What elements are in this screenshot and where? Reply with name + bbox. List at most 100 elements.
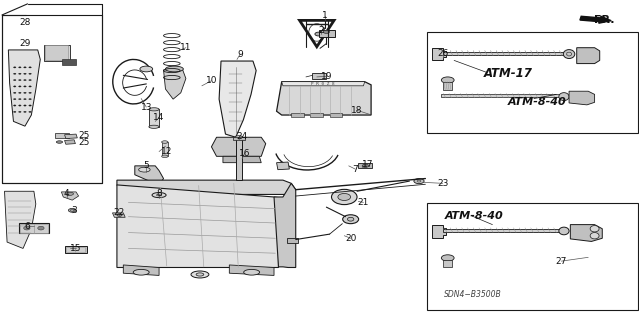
Text: 10: 10 <box>205 76 217 85</box>
Ellipse shape <box>24 86 26 87</box>
Ellipse shape <box>19 111 21 113</box>
Polygon shape <box>61 192 79 200</box>
Polygon shape <box>113 213 125 217</box>
Bar <box>443 229 563 232</box>
Text: ATM-8-40: ATM-8-40 <box>508 97 566 107</box>
Text: 16: 16 <box>239 149 250 158</box>
Ellipse shape <box>24 105 26 106</box>
Polygon shape <box>135 166 164 185</box>
Polygon shape <box>276 82 371 115</box>
Text: 11: 11 <box>180 43 191 52</box>
Ellipse shape <box>24 226 30 230</box>
Ellipse shape <box>13 92 16 93</box>
Ellipse shape <box>442 255 454 261</box>
Bar <box>66 247 76 252</box>
Ellipse shape <box>13 79 16 81</box>
Text: 21: 21 <box>358 198 369 207</box>
Ellipse shape <box>563 50 575 58</box>
Polygon shape <box>233 137 244 140</box>
Polygon shape <box>274 183 296 268</box>
Ellipse shape <box>38 226 44 230</box>
Text: ATM-8-40: ATM-8-40 <box>445 211 504 221</box>
Ellipse shape <box>244 269 260 275</box>
Text: 9: 9 <box>237 49 243 59</box>
Text: 25: 25 <box>78 131 90 140</box>
Bar <box>312 73 326 79</box>
Polygon shape <box>219 61 256 137</box>
Ellipse shape <box>139 167 150 172</box>
Ellipse shape <box>338 194 351 200</box>
Ellipse shape <box>56 141 63 143</box>
Ellipse shape <box>19 79 21 81</box>
Ellipse shape <box>442 77 454 83</box>
Bar <box>45 45 68 60</box>
Ellipse shape <box>117 214 122 216</box>
Ellipse shape <box>362 164 369 167</box>
Polygon shape <box>65 134 77 138</box>
Ellipse shape <box>348 217 354 221</box>
Ellipse shape <box>24 67 26 68</box>
Ellipse shape <box>149 125 159 128</box>
Ellipse shape <box>13 86 16 87</box>
Ellipse shape <box>29 92 31 93</box>
Bar <box>20 224 34 233</box>
Ellipse shape <box>13 73 16 74</box>
Ellipse shape <box>13 67 16 68</box>
Ellipse shape <box>24 111 26 113</box>
Ellipse shape <box>24 79 26 81</box>
Bar <box>319 30 335 37</box>
Ellipse shape <box>315 32 323 36</box>
Bar <box>310 114 323 117</box>
Bar <box>443 260 452 268</box>
Text: 6: 6 <box>25 222 30 231</box>
Text: 4: 4 <box>63 189 69 198</box>
Ellipse shape <box>29 105 31 106</box>
Text: 18: 18 <box>351 106 363 115</box>
Text: FR.: FR. <box>594 15 614 26</box>
Ellipse shape <box>19 86 21 87</box>
Polygon shape <box>211 137 266 156</box>
Bar <box>76 247 85 252</box>
Ellipse shape <box>162 141 168 143</box>
Polygon shape <box>432 48 447 60</box>
Polygon shape <box>124 265 159 275</box>
Text: 15: 15 <box>70 244 82 253</box>
Polygon shape <box>8 50 40 126</box>
Ellipse shape <box>66 192 74 196</box>
Ellipse shape <box>29 111 31 113</box>
Polygon shape <box>569 91 595 105</box>
FancyArrow shape <box>580 16 611 23</box>
Bar <box>330 114 342 117</box>
Ellipse shape <box>13 99 16 100</box>
Text: 28: 28 <box>19 18 31 27</box>
Ellipse shape <box>559 93 569 100</box>
Polygon shape <box>117 180 296 195</box>
Polygon shape <box>65 140 76 144</box>
Ellipse shape <box>24 92 26 93</box>
Text: 17: 17 <box>362 160 374 169</box>
Bar <box>44 45 70 61</box>
Polygon shape <box>577 48 600 63</box>
Bar <box>62 59 76 65</box>
Text: 23: 23 <box>437 179 448 188</box>
Ellipse shape <box>19 92 21 93</box>
Ellipse shape <box>29 73 31 74</box>
Bar <box>443 51 567 55</box>
Ellipse shape <box>29 86 31 87</box>
Bar <box>19 223 49 233</box>
Ellipse shape <box>162 155 168 158</box>
Ellipse shape <box>29 99 31 100</box>
Ellipse shape <box>323 30 330 33</box>
Ellipse shape <box>152 193 166 197</box>
Ellipse shape <box>166 66 183 72</box>
Text: 7: 7 <box>352 165 358 174</box>
Bar <box>428 33 638 132</box>
Text: 5: 5 <box>143 161 149 170</box>
Text: 22: 22 <box>113 208 124 217</box>
Ellipse shape <box>590 226 599 232</box>
Polygon shape <box>164 70 186 99</box>
Ellipse shape <box>191 271 209 278</box>
Text: 14: 14 <box>154 113 164 122</box>
Text: 2: 2 <box>319 26 324 35</box>
Text: 8: 8 <box>156 189 162 198</box>
